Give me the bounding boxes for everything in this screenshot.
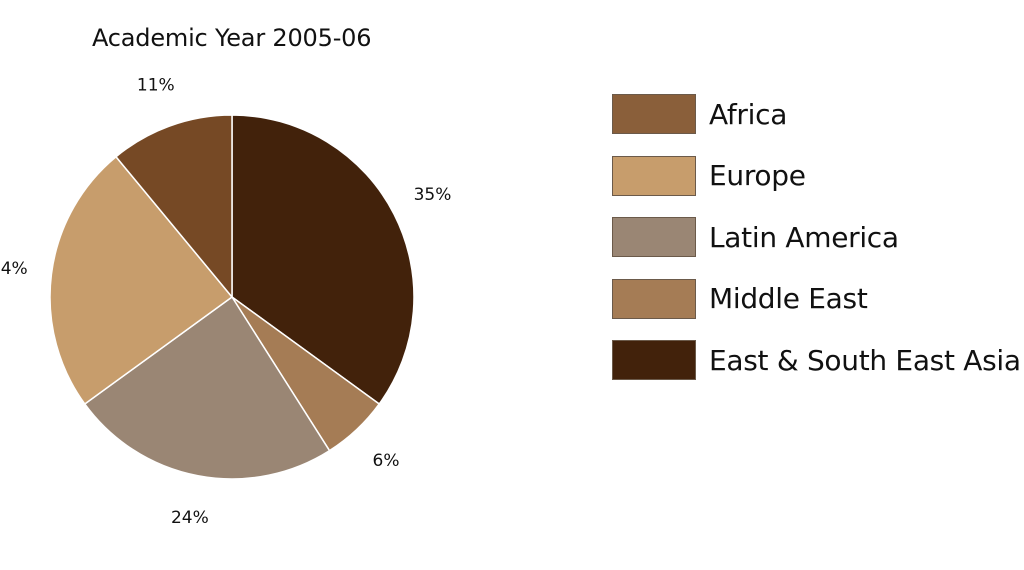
legend: Africa Europe Latin America Middle East … xyxy=(612,93,1021,401)
slice-label-east-south-east-asia: 35% xyxy=(414,185,452,205)
legend-label-middle-east: Middle East xyxy=(709,282,868,315)
pie-slice-latin-america xyxy=(84,296,331,480)
slice-label-africa: 11% xyxy=(137,75,175,95)
legend-label-africa: Africa xyxy=(709,97,788,131)
pie-slice-east-south-east-asia xyxy=(231,114,415,405)
legend-swatch-east-south-east-asia xyxy=(612,340,696,380)
legend-label-latin-america: Latin America xyxy=(709,220,899,254)
slice-label-latin-america: 24% xyxy=(171,508,209,528)
legend-item-latin-america: Latin America xyxy=(612,216,1021,258)
pie-slice-europe xyxy=(49,156,233,405)
chart-title: Academic Year 2005-06 xyxy=(92,24,372,52)
legend-item-europe: Europe xyxy=(612,155,1021,197)
legend-label-europe: Europe xyxy=(709,159,806,192)
pie-slice-africa xyxy=(115,114,233,298)
slice-label-middle-east: 6% xyxy=(373,451,400,471)
legend-item-middle-east: Middle East xyxy=(612,278,1021,320)
legend-swatch-middle-east xyxy=(612,278,696,319)
legend-swatch-africa xyxy=(612,94,696,134)
slice-label-europe: 24% xyxy=(0,259,28,279)
legend-swatch-latin-america xyxy=(612,217,696,257)
legend-item-africa: Africa xyxy=(612,93,1021,135)
legend-label-east-south-east-asia: East & South East Asia xyxy=(709,343,1021,377)
legend-item-east-south-east-asia: East & South East Asia xyxy=(612,339,1021,381)
legend-swatch-europe xyxy=(612,155,696,196)
